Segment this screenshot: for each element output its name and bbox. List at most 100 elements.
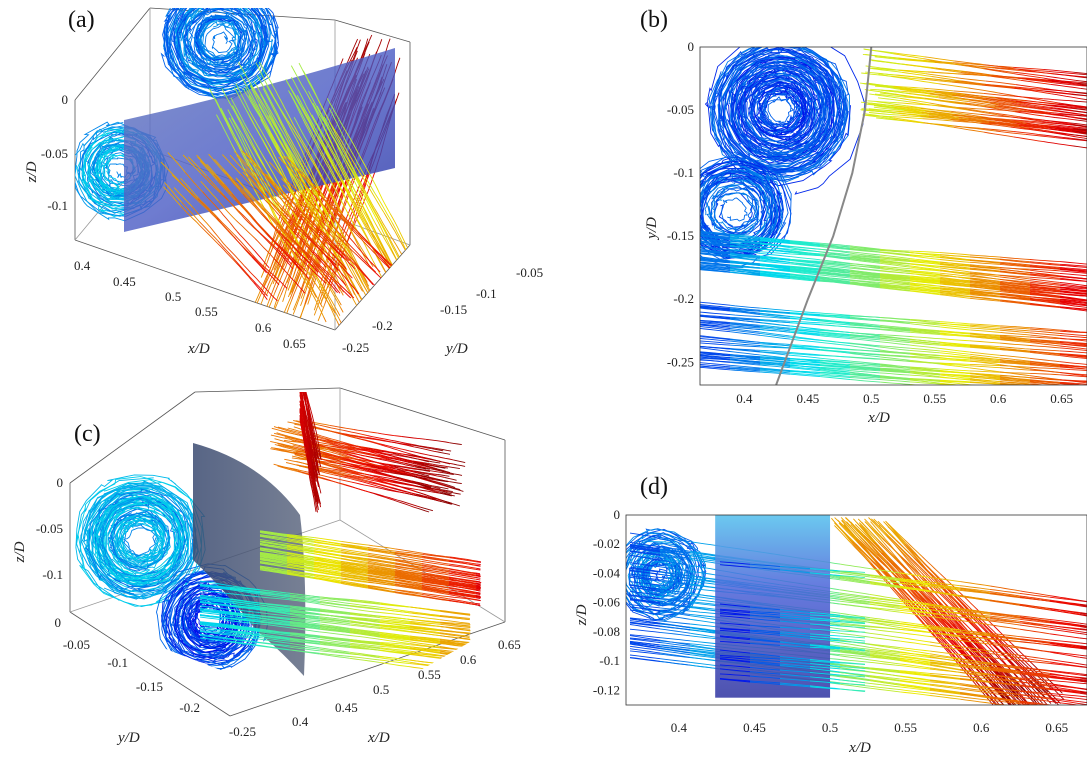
a-blade-streamline (432, 319, 435, 324)
c-low-streamline (349, 603, 381, 608)
c-tip-streamline (307, 404, 314, 424)
b-mid-streamline (940, 287, 971, 291)
b-lower-streamline (969, 332, 1000, 337)
b-mid-streamline (1029, 285, 1061, 290)
b-mid-streamline (909, 270, 941, 274)
c-top-streamline (346, 474, 372, 481)
b-lower-streamline (700, 315, 731, 320)
b-mid-streamline (939, 293, 971, 298)
a-lower-streamline (337, 242, 356, 263)
b-lower-streamline (789, 371, 821, 375)
b-lower-streamline (940, 350, 971, 355)
b-upper-streamline (1048, 70, 1079, 75)
b-lower-streamline (789, 327, 820, 331)
b-upper-streamline (1078, 128, 1087, 130)
a-lower-streamline (171, 174, 191, 194)
c-low-streamline (289, 646, 320, 652)
a-blade-streamline (364, 277, 368, 283)
b-mid-streamline (850, 259, 881, 264)
c-mid-streamline (340, 582, 368, 589)
a-vortex-line (184, 8, 255, 73)
b-upper-streamline (1017, 110, 1048, 115)
a-y-tick-2: -0.15 (440, 302, 467, 317)
a-lower-streamline (254, 250, 270, 269)
c-mid-streamline (313, 567, 341, 573)
c-tip-streamline (311, 460, 315, 477)
b-lower-streamline (1029, 351, 1060, 357)
a-blade-streamline (266, 141, 283, 171)
b-mid-streamline (759, 246, 791, 250)
b-upper-streamline (1045, 75, 1076, 81)
b-lower-streamline (700, 304, 731, 309)
c-mid-streamline (313, 575, 341, 582)
c-low-streamline (410, 606, 441, 612)
c-mid-streamline (476, 560, 481, 563)
c-mid-streamline (313, 547, 342, 553)
b-upper-streamline (874, 56, 905, 61)
b-mid-streamline (759, 251, 791, 255)
c-mid-streamline (259, 568, 288, 574)
c-low-streamline (319, 652, 350, 657)
b-mid-streamline (999, 276, 1030, 282)
b-mid-streamline (700, 238, 731, 244)
c-mid-streamline (287, 533, 315, 539)
c-low-streamline (229, 630, 261, 635)
c-top-streamline (391, 439, 416, 446)
c-low-streamline (319, 613, 350, 619)
c-wake-line (93, 494, 182, 580)
c-mid-streamline (341, 569, 369, 574)
c-low-streamline (410, 631, 441, 637)
c-top-streamline (393, 464, 418, 470)
c-mid-streamline (476, 586, 481, 589)
c-top-streamline (353, 463, 378, 469)
c-mid-streamline (340, 548, 368, 554)
b-lower-streamline (819, 347, 850, 351)
a-blade-streamline (268, 115, 286, 145)
a-y-tick-1: -0.1 (476, 286, 497, 301)
b-lower-streamline (969, 357, 1000, 362)
b-lower-streamline (729, 322, 761, 326)
a-lower-streamline (324, 217, 343, 238)
b-lower-streamline (969, 324, 1000, 328)
b-upper-streamline (1051, 79, 1082, 84)
c-low-streamline (409, 629, 440, 634)
a-lower-streamline (249, 198, 267, 219)
b-lower-streamline (1059, 383, 1077, 385)
c-mid-streamline (286, 552, 315, 558)
b-mid-streamline (819, 251, 851, 256)
b-lower-streamline (879, 339, 910, 344)
c-tip-streamline (314, 496, 318, 513)
c-top-streamline (440, 489, 453, 493)
c-top-streamline (273, 447, 298, 452)
a-lower-streamline (243, 188, 262, 209)
a-lower-streamline (334, 282, 352, 299)
c-low-streamline (199, 597, 230, 604)
b-upper-streamline (904, 88, 936, 93)
b-mid-streamline (1030, 296, 1061, 301)
c-mid-streamline (341, 577, 369, 583)
c-top-streamline (317, 455, 342, 461)
a-tip-streamline (292, 293, 300, 311)
b-lower-streamline (729, 344, 761, 348)
c-top-streamline (352, 474, 377, 480)
a-lower-streamline (229, 154, 249, 175)
b-upper-streamline (876, 60, 907, 66)
b-mid-streamline (970, 289, 1001, 295)
b-lower-streamline (789, 310, 821, 314)
b-lower-streamline (849, 360, 881, 365)
c-top-streamline (276, 432, 301, 441)
b-lower-streamline (1029, 363, 1060, 366)
b-lower-streamline (819, 312, 851, 316)
a-blade-streamline (399, 241, 410, 271)
d-tip-streamline (877, 541, 897, 561)
b-lower-streamline (1029, 377, 1061, 381)
b-lower-streamline (969, 333, 1000, 338)
c-low-streamline (320, 636, 351, 641)
b-upper-streamline (1012, 103, 1043, 108)
b-lower-streamline (1059, 361, 1087, 365)
b-mid-streamline (819, 276, 851, 281)
c-y-tick-5: -0.25 (229, 724, 256, 739)
c-top-streamline (369, 460, 394, 466)
a-blade-streamline (287, 120, 306, 149)
c-mid-streamline (475, 587, 481, 590)
